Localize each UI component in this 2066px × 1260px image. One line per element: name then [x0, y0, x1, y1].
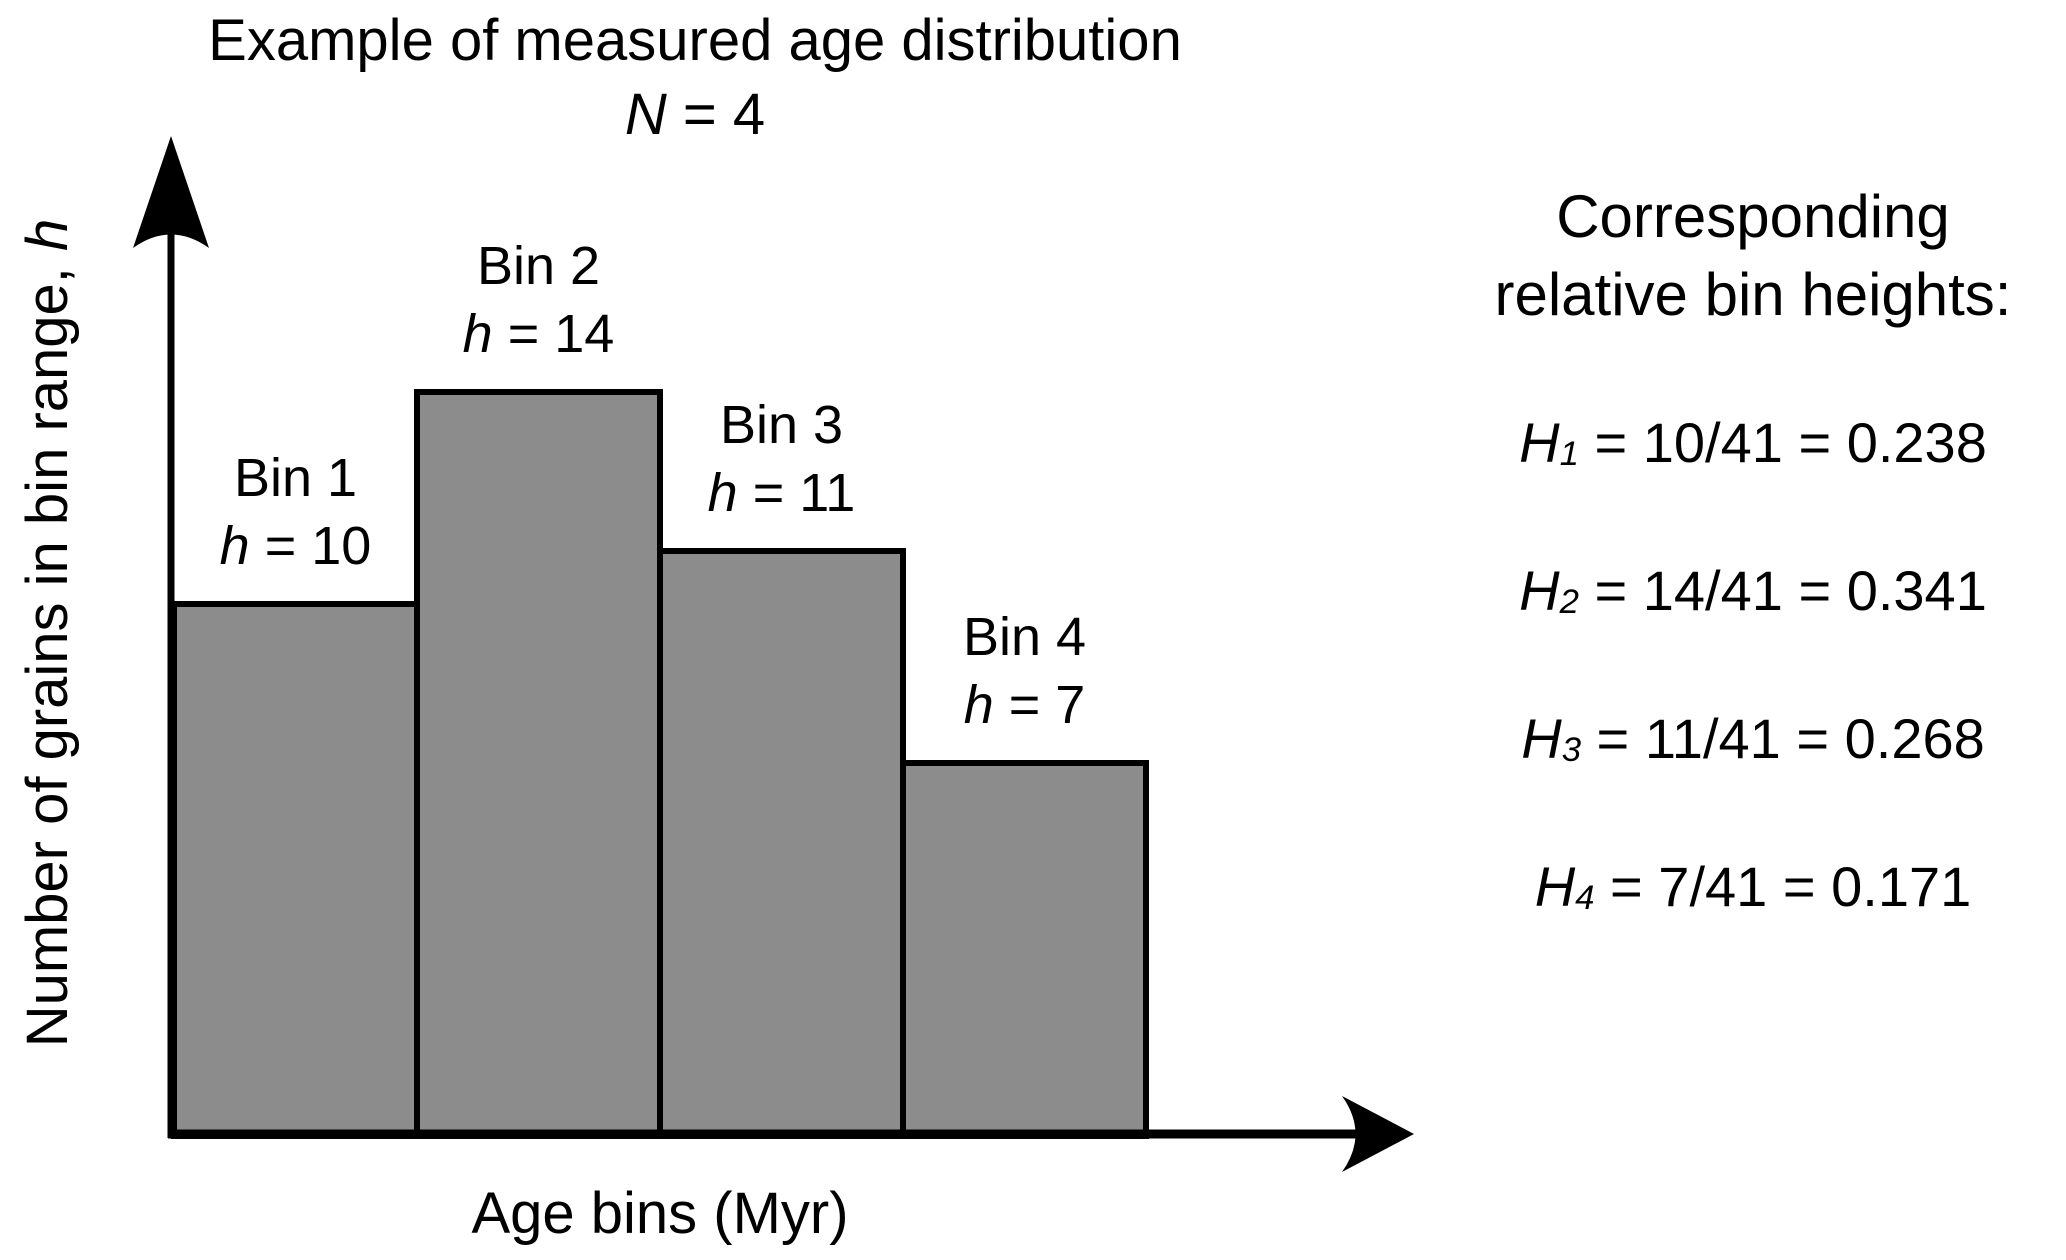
bin-name: Bin 1 — [233, 448, 358, 508]
bin-variable-h: h — [707, 463, 738, 523]
bin-height-eq: = 7 — [993, 675, 1086, 735]
bin-height-value: h = 11 — [582, 459, 982, 527]
bars-group — [171, 389, 1149, 1139]
equation-rest: = 10/41 = 0.238 — [1578, 411, 1987, 474]
x-axis-label: Age bins (Myr) — [471, 1181, 849, 1246]
bin-height-eq: = 10 — [249, 516, 372, 576]
subtitle-rest: = 4 — [666, 82, 766, 147]
equation-subscript: 2 — [1559, 583, 1579, 622]
equation-rest: = 11/41 = 0.268 — [1581, 707, 1985, 770]
bin-variable-h: h — [219, 516, 250, 576]
equation-variable-H: H — [1519, 411, 1560, 474]
right-panel: Corresponding relative bin heights: H1 =… — [1440, 0, 2066, 1260]
bin-name: Bin 4 — [962, 607, 1087, 667]
relative-height-equation-2: H2 = 14/41 = 0.341 — [1430, 554, 2066, 628]
equation-variable-H: H — [1534, 855, 1576, 918]
chart-title: Example of measured age distribution — [208, 8, 1182, 73]
equation-rest: = 7/41 = 0.171 — [1594, 855, 1972, 918]
bin-variable-h: h — [462, 304, 493, 364]
x-axis-arrowhead-icon — [1342, 1096, 1414, 1172]
y-axis-arrowhead-icon — [133, 136, 209, 248]
equation-rest: = 14/41 = 0.341 — [1578, 559, 1987, 622]
panel-heading-line2: relative bin heights: — [1494, 261, 2012, 328]
panel-heading-line1: Corresponding — [1556, 183, 1950, 250]
equation-variable-H: H — [1519, 559, 1560, 622]
bin-height-value: h = 14 — [339, 300, 739, 368]
equation-variable-H: H — [1521, 707, 1562, 770]
bar-bin-4 — [900, 760, 1149, 1139]
bin-variable-h: h — [963, 675, 994, 735]
y-axis-variable-h: h — [15, 218, 80, 251]
relative-height-equation-3: H3 = 11/41 = 0.268 — [1430, 702, 2066, 776]
relative-height-equation-1: H1 = 10/41 = 0.238 — [1430, 406, 2066, 480]
bin-height-value: h = 7 — [825, 671, 1225, 739]
bar-bin-2 — [414, 389, 663, 1139]
bin-height-eq: = 14 — [492, 304, 615, 364]
equation-subscript: 3 — [1561, 731, 1581, 770]
y-axis-label: Number of grains in bin range, h — [15, 133, 81, 1133]
relative-height-equation-4: H4 = 7/41 = 0.171 — [1430, 850, 2066, 924]
bin-height-value: h = 10 — [96, 512, 496, 580]
equation-subscript: 4 — [1575, 879, 1595, 918]
equation-subscript: 1 — [1559, 435, 1579, 474]
panel-heading: Corresponding relative bin heights: — [1430, 178, 2066, 334]
bar-bin-3 — [657, 548, 906, 1139]
chart-subtitle: N = 4 — [150, 78, 1240, 152]
bin-name: Bin 3 — [719, 395, 844, 455]
bin-name: Bin 2 — [476, 236, 601, 296]
chart-title-block: Example of measured age distribution N =… — [150, 4, 1240, 152]
bar-bin-1 — [171, 601, 420, 1139]
subtitle-variable-n: N — [624, 82, 667, 147]
bin-height-eq: = 11 — [737, 463, 856, 523]
y-axis-label-text: Number of grains in bin range, — [15, 250, 80, 1048]
